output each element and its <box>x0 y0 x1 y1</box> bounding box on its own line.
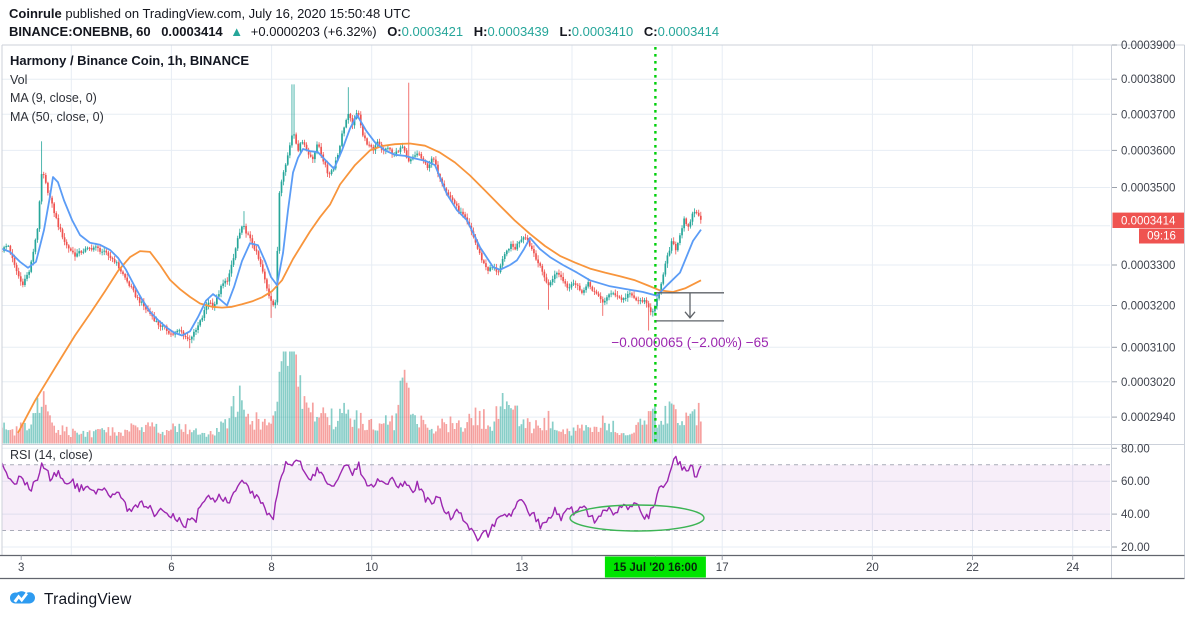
ma9-line <box>2 114 702 337</box>
time-tick-label: 20 <box>866 562 879 574</box>
rsi-tick-label: 20.00 <box>1121 542 1150 554</box>
time-tick-label: 17 <box>716 562 729 574</box>
rsi-legend: RSI (14, close) <box>10 448 93 462</box>
measure-tool[interactable] <box>656 292 724 322</box>
legend-ma50: MA (50, close, 0) <box>10 109 104 124</box>
time-tick-label: 24 <box>1066 562 1079 574</box>
close-value: 0.0003414 <box>657 24 720 39</box>
last-price-badge-label: 0.0003414 <box>1121 215 1176 227</box>
rsi-line <box>2 455 702 542</box>
price-tick-label: 0.0003900 <box>1121 40 1175 52</box>
publisher-name: Coinrule <box>9 6 62 21</box>
ma50-line <box>17 142 702 434</box>
open-value: 0.0003421 <box>401 24 464 39</box>
highlighted-time-label: 15 Jul '20 16:00 <box>613 562 697 574</box>
price-axis[interactable]: 0.0003900 0.0003800 0.0003700 0.0003600 0.00… <box>1112 40 1184 554</box>
countdown-badge <box>1139 228 1184 244</box>
low-label: L: <box>559 24 572 39</box>
price-tick-label: 0.0003100 <box>1121 342 1175 354</box>
time-tick-label: 10 <box>365 562 378 574</box>
high-label: H: <box>473 24 488 39</box>
rsi-tick-label: 40.00 <box>1121 509 1150 521</box>
price-tick-label: 0.0003020 <box>1121 377 1175 389</box>
up-arrow-icon: ▲ <box>230 24 244 39</box>
annotations <box>569 47 724 532</box>
price-change: +0.0000203 (+6.32%) <box>250 24 377 39</box>
rsi-pane <box>2 464 1110 531</box>
rsi-tick-label: 60.00 <box>1121 476 1150 488</box>
tradingview-logo-icon <box>10 591 35 604</box>
last-price: 0.0003414 <box>161 24 223 39</box>
legend-volume: Vol <box>10 72 28 87</box>
publish-info: published on TradingView.com, July 16, 2… <box>61 6 411 21</box>
measure-annotation-label: −0.0000065 (−2.00%) −65 <box>611 335 769 350</box>
open-label: O: <box>387 24 402 39</box>
chart-title: Harmony / Binance Coin, 1h, BINANCE <box>10 53 250 68</box>
rsi-tick-label: 80.00 <box>1121 443 1150 455</box>
price-tick-label: 0.0003200 <box>1121 301 1175 313</box>
rsi-highlight-ellipse[interactable] <box>569 504 705 532</box>
high-value: 0.0003439 <box>487 24 549 39</box>
last-price-badge <box>1112 212 1184 228</box>
time-axis[interactable]: 3 6 8 10 13 15 Jul '20 16:00 17 20 22 24 <box>18 555 1080 578</box>
price-tick-label: 0.0002940 <box>1121 412 1175 424</box>
time-tick-label: 13 <box>516 562 529 574</box>
price-tick-label: 0.0003800 <box>1121 74 1175 86</box>
symbol-interval: BINANCE:ONEBNB, 60 <box>9 24 151 39</box>
price-tick-label: 0.0003300 <box>1121 260 1175 272</box>
bar-countdown: 09:16 <box>1147 231 1176 243</box>
time-tick-label: 22 <box>966 562 979 574</box>
legend-ma9: MA (9, close, 0) <box>10 91 97 105</box>
symbol-header: BINANCE:ONEBNB, 60 0.0003414 ▲ +0.000020… <box>9 24 719 39</box>
volume-bars <box>2 351 702 444</box>
time-tick-label: 3 <box>18 562 24 574</box>
time-tick-label: 6 <box>168 562 174 574</box>
tradingview-logo[interactable]: TradingView <box>9 590 132 610</box>
pane-borders <box>0 44 1185 580</box>
low-value: 0.0003410 <box>571 24 634 39</box>
price-tick-label: 0.0003600 <box>1121 145 1175 157</box>
price-tick-label: 0.0003500 <box>1121 183 1175 195</box>
time-tick-label: 8 <box>268 562 274 574</box>
price-tick-label: 0.0003700 <box>1121 109 1175 121</box>
highlighted-time-badge <box>604 556 706 578</box>
chart-legend: Harmony / Binance Coin, 1h, BINANCE Vol … <box>10 52 249 126</box>
tradingview-logo-text: TradingView <box>44 591 132 608</box>
close-label: C: <box>643 24 658 39</box>
publish-header: Coinrule published on TradingView.com, J… <box>9 6 411 21</box>
